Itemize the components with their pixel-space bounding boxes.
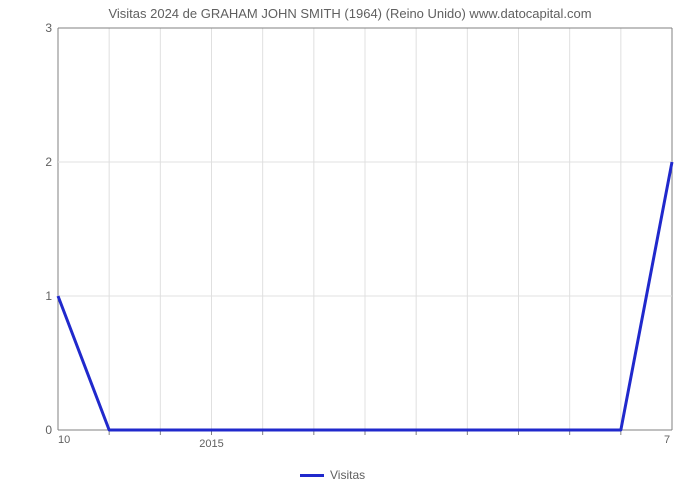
- chart-title: Visitas 2024 de GRAHAM JOHN SMITH (1964)…: [0, 6, 700, 21]
- legend-swatch: [300, 474, 324, 477]
- y-tick-label: 1: [36, 289, 52, 303]
- x-left-corner-label: 10: [58, 434, 70, 446]
- legend-label: Visitas: [330, 468, 365, 482]
- y-tick-label: 2: [36, 155, 52, 169]
- x-right-corner-label: 7: [664, 434, 670, 446]
- y-tick-label: 0: [36, 423, 52, 437]
- plot-area: [58, 28, 672, 430]
- chart-legend: Visitas: [300, 468, 365, 482]
- visits-chart: Visitas 2024 de GRAHAM JOHN SMITH (1964)…: [0, 0, 700, 500]
- x-tick-label: 2015: [199, 438, 223, 450]
- y-tick-label: 3: [36, 21, 52, 35]
